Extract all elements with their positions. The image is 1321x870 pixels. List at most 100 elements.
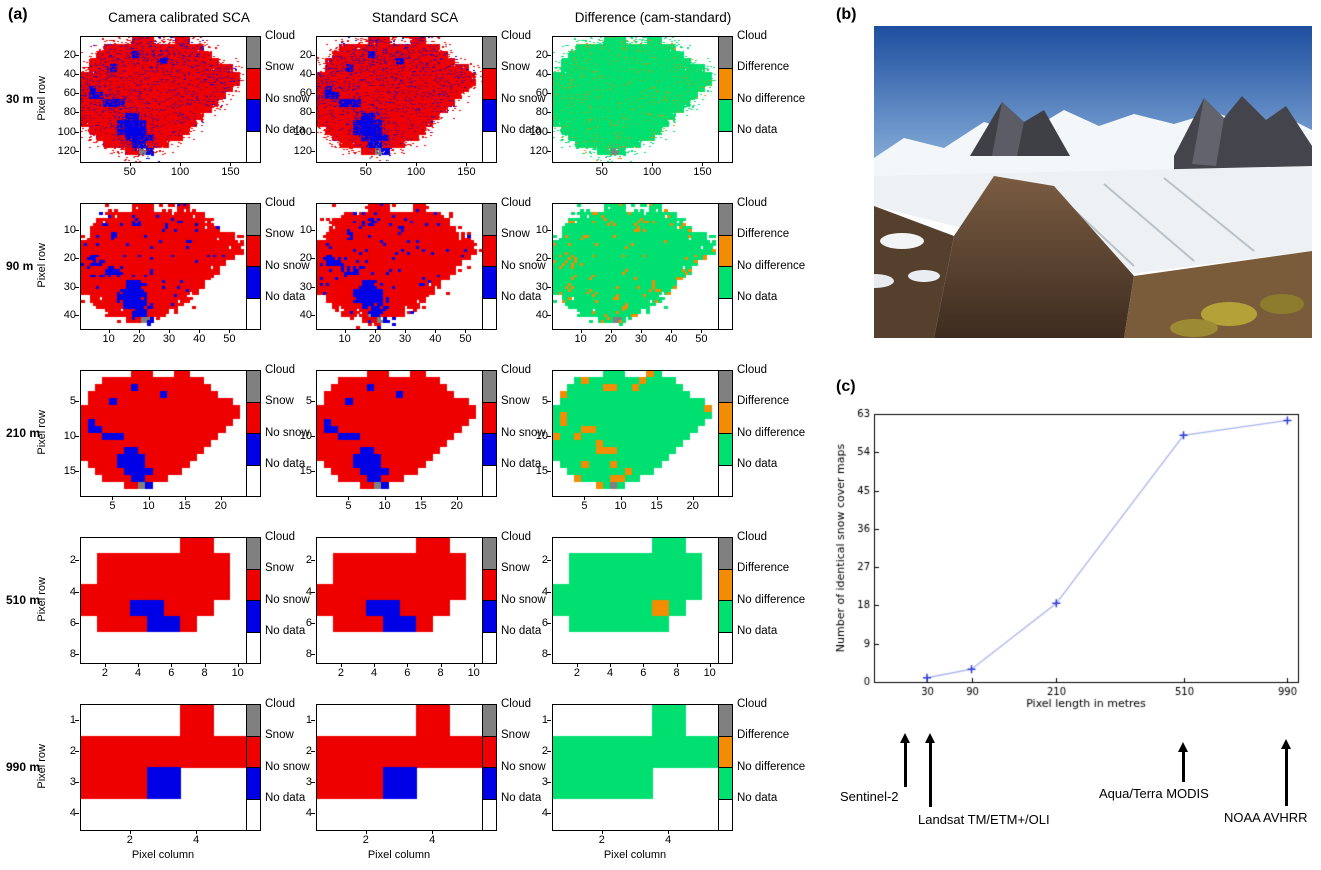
- y-tick-mark: [75, 813, 79, 815]
- rock-facet: [1192, 98, 1224, 166]
- y-tick-mark: [75, 112, 79, 114]
- colorbar-segment: [483, 298, 496, 329]
- x-tick-mark: [407, 663, 409, 667]
- x-tick-label: 8: [201, 667, 208, 679]
- y-tick-label: 10: [535, 429, 548, 442]
- colorbar-segment: [483, 736, 496, 768]
- map-30m-standard: 20 40 60 80 100 120 50 100 150 Cloud Snow No snow No…: [282, 30, 546, 201]
- pixel-row-axis-label: Pixel row: [36, 243, 48, 288]
- colorbar-segment: [247, 131, 260, 162]
- map-30m-camera: Pixel row 20 40 60 80 100 120 50 100 150 Cloud Snow…: [36, 30, 310, 201]
- map-plot: [316, 36, 484, 163]
- x-tick-mark: [668, 830, 670, 834]
- y-tick-label: 20: [535, 252, 548, 265]
- legend-label: Cloud: [265, 197, 296, 209]
- snow-patch: [880, 233, 924, 249]
- colorbar: [718, 370, 733, 497]
- x-tick-label: 10: [231, 667, 244, 679]
- map-plot: [552, 36, 720, 163]
- snow-patch: [908, 270, 940, 282]
- y-tick-label: 1: [305, 713, 312, 726]
- y-tick-label: 8: [541, 648, 548, 661]
- legend-label: No snow: [501, 259, 546, 272]
- y-tick-label: 15: [299, 464, 312, 477]
- y-tick-mark: [547, 73, 551, 75]
- y-tick-label: 60: [299, 87, 312, 100]
- y-tick-label: 1: [69, 713, 76, 726]
- y-tick-label: 120: [57, 144, 76, 157]
- map-990m-camera: Pixel row 1 2 3 4 2 4 Cloud Snow No snow No data Pi…: [36, 698, 310, 869]
- colorbar-segment: [719, 736, 732, 768]
- legend-label: No data: [265, 457, 306, 470]
- legend-label: Cloud: [501, 197, 532, 209]
- x-tick-mark: [576, 663, 578, 667]
- y-tick-mark: [311, 54, 315, 56]
- x-tick-label: 20: [450, 500, 463, 512]
- x-tick-label: 2: [362, 834, 369, 846]
- x-tick-mark: [340, 663, 342, 667]
- x-tick-label: 50: [459, 333, 472, 345]
- y-tick-mark: [75, 622, 79, 624]
- map-90m-camera: Pixel row 10 20 30 40 10 20 30 40 50 Cloud Snow No s…: [36, 197, 310, 368]
- legend-label: Snow: [501, 228, 530, 241]
- legend-label: Cloud: [501, 364, 532, 376]
- y-tick-label: 20: [63, 48, 76, 61]
- legend-label: Snow: [501, 61, 530, 74]
- y-tick-mark: [547, 258, 551, 260]
- legend-label: Difference: [737, 562, 790, 575]
- y-tick-mark: [311, 813, 315, 815]
- colorbar-segment: [483, 131, 496, 162]
- resolution-label-990m: 990 m: [6, 760, 41, 774]
- x-tick-mark: [348, 496, 350, 500]
- x-tick-mark: [138, 663, 140, 667]
- x-tick-label: 8: [437, 667, 444, 679]
- x-tick-mark: [702, 162, 704, 166]
- x-tick-mark: [374, 663, 376, 667]
- colorbar-segment: [719, 601, 732, 633]
- rock-facet: [992, 102, 1024, 156]
- colorbar-segment: [719, 68, 732, 100]
- y-tick-mark: [311, 258, 315, 260]
- legend-label: No data: [501, 791, 542, 804]
- x-tick-label: 4: [193, 834, 200, 846]
- y-tick-label: 30: [299, 280, 312, 293]
- map-510m-standard: 2 4 6 8 2 4 6 8 10 Cloud Snow No snow No data: [282, 531, 546, 702]
- legend-label: Snow: [265, 562, 294, 575]
- x-tick-mark: [671, 329, 673, 333]
- colorbar-segment: [247, 204, 260, 236]
- colorbar-segment: [719, 799, 732, 830]
- y-tick-label: 10: [299, 223, 312, 236]
- x-tick-label: 20: [214, 500, 227, 512]
- y-tick-mark: [547, 813, 551, 815]
- map-210m-difference: 5 10 15 5 10 15 20 Cloud Difference No difference…: [518, 364, 805, 535]
- y-tick-mark: [547, 719, 551, 721]
- x-tick-label: 8: [673, 667, 680, 679]
- legend-label: Cloud: [501, 30, 532, 42]
- x-tick-label: 20: [368, 333, 381, 345]
- x-tick-label: 4: [607, 667, 614, 679]
- x-tick-label: 20: [686, 500, 699, 512]
- y-tick-label: 15: [63, 464, 76, 477]
- colorbar-segment: [247, 68, 260, 100]
- y-tick-label: 40: [299, 309, 312, 322]
- x-tick-mark: [384, 496, 386, 500]
- x-tick-mark: [169, 329, 171, 333]
- x-tick-label: 15: [178, 500, 191, 512]
- pixel-column-axis-label: Pixel column: [603, 849, 667, 861]
- x-tick-mark: [435, 329, 437, 333]
- x-tick-mark: [584, 496, 586, 500]
- x-tick-mark: [601, 162, 603, 166]
- y-tick-mark: [547, 560, 551, 562]
- legend-label: No data: [737, 290, 778, 303]
- x-tick-mark: [184, 496, 186, 500]
- y-tick-label: 4: [69, 807, 76, 820]
- x-tick-mark: [108, 329, 110, 333]
- colorbar: [482, 203, 497, 330]
- colorbar: [246, 537, 261, 664]
- colorbar-segment: [247, 736, 260, 768]
- colorbar-segment: [483, 204, 496, 236]
- y-tick-label: 10: [299, 429, 312, 442]
- x-tick-label: 5: [109, 500, 116, 512]
- y-tick-label: 6: [541, 616, 548, 629]
- x-tick-mark: [220, 496, 222, 500]
